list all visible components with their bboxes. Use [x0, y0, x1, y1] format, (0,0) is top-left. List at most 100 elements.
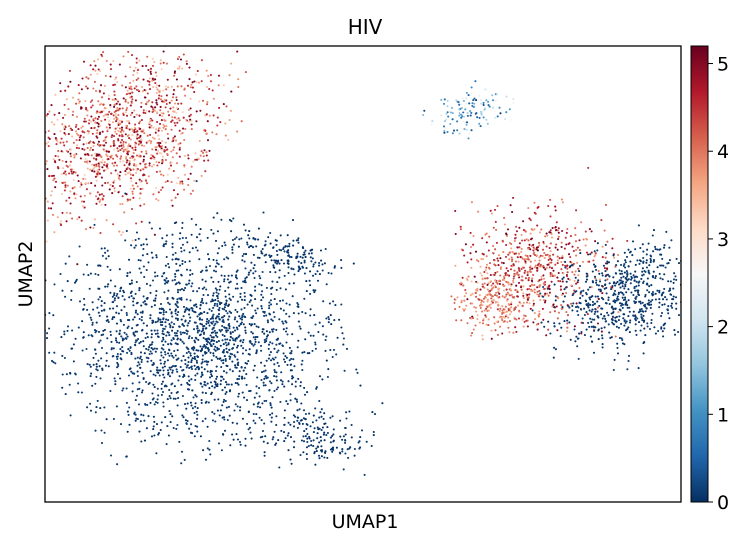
- data-point: [155, 160, 158, 164]
- data-point: [125, 157, 128, 160]
- data-point: [467, 275, 470, 278]
- data-point: [541, 295, 545, 298]
- data-point: [222, 359, 225, 362]
- data-point: [200, 301, 203, 304]
- data-point: [53, 133, 56, 136]
- data-point: [603, 287, 606, 290]
- data-point: [308, 352, 311, 355]
- data-point: [647, 299, 650, 302]
- data-point: [230, 62, 233, 65]
- data-point: [73, 186, 76, 189]
- data-point: [112, 417, 115, 421]
- data-point: [459, 107, 462, 110]
- data-point: [56, 118, 59, 121]
- data-point: [133, 115, 136, 119]
- data-point: [81, 130, 84, 133]
- data-point: [186, 381, 189, 384]
- data-point: [546, 287, 549, 290]
- data-point: [91, 301, 94, 304]
- data-point: [130, 180, 133, 183]
- data-point: [78, 92, 81, 95]
- data-point: [675, 257, 678, 260]
- data-point: [63, 189, 66, 192]
- data-point: [622, 313, 625, 316]
- data-point: [139, 366, 142, 369]
- data-point: [216, 230, 219, 233]
- data-point: [185, 422, 188, 425]
- data-point: [243, 299, 246, 302]
- data-point: [194, 368, 197, 371]
- data-point: [275, 243, 278, 246]
- data-point: [591, 300, 594, 303]
- data-point: [253, 323, 256, 326]
- data-point: [219, 379, 223, 382]
- data-point: [120, 144, 123, 147]
- data-point: [550, 258, 553, 262]
- data-point: [542, 298, 546, 302]
- data-point: [201, 299, 204, 302]
- data-point: [637, 367, 640, 370]
- data-point: [524, 254, 527, 257]
- data-point: [113, 90, 116, 93]
- data-point: [200, 174, 203, 177]
- data-point: [174, 364, 177, 368]
- data-point: [594, 295, 597, 298]
- data-point: [125, 455, 128, 458]
- data-point: [42, 169, 44, 171]
- data-point: [430, 123, 433, 126]
- data-point: [113, 99, 116, 102]
- data-point: [120, 309, 123, 312]
- data-point: [167, 280, 170, 283]
- data-point: [225, 256, 228, 259]
- data-point: [286, 333, 289, 336]
- data-point: [522, 220, 525, 223]
- data-point: [96, 369, 99, 372]
- data-point: [193, 364, 196, 367]
- data-point: [504, 305, 507, 308]
- data-point: [160, 421, 163, 424]
- data-point: [259, 344, 263, 347]
- data-point: [550, 233, 553, 236]
- data-point: [166, 296, 169, 300]
- data-point: [276, 281, 279, 284]
- data-point: [177, 311, 180, 314]
- data-point: [528, 270, 531, 273]
- data-point: [566, 267, 569, 270]
- data-point: [183, 154, 187, 158]
- data-point: [75, 123, 78, 126]
- data-point: [98, 287, 101, 290]
- data-point: [154, 131, 157, 134]
- data-point: [167, 86, 170, 89]
- data-point: [109, 279, 112, 282]
- data-point: [159, 323, 163, 326]
- data-point: [48, 327, 51, 330]
- data-point: [338, 451, 341, 454]
- data-point: [131, 91, 134, 94]
- data-point: [206, 370, 209, 373]
- data-point: [108, 307, 111, 310]
- data-point: [499, 325, 502, 328]
- data-point: [103, 328, 106, 331]
- data-point: [188, 78, 191, 81]
- data-point: [583, 334, 586, 337]
- data-point: [539, 265, 542, 268]
- data-point: [109, 268, 112, 272]
- data-point: [128, 128, 131, 131]
- data-point: [4, 179, 6, 181]
- data-point: [497, 289, 500, 293]
- data-point: [109, 112, 113, 115]
- data-point: [173, 70, 177, 73]
- data-point: [35, 135, 37, 137]
- data-point: [276, 361, 279, 364]
- data-point: [155, 101, 158, 104]
- data-point: [660, 311, 664, 315]
- data-point: [537, 315, 540, 318]
- data-point: [49, 194, 53, 197]
- data-point: [169, 421, 172, 424]
- data-point: [171, 326, 174, 329]
- data-point: [29, 157, 31, 159]
- data-point: [80, 219, 83, 222]
- data-point: [65, 140, 68, 143]
- data-point: [301, 310, 304, 314]
- data-point: [206, 139, 210, 142]
